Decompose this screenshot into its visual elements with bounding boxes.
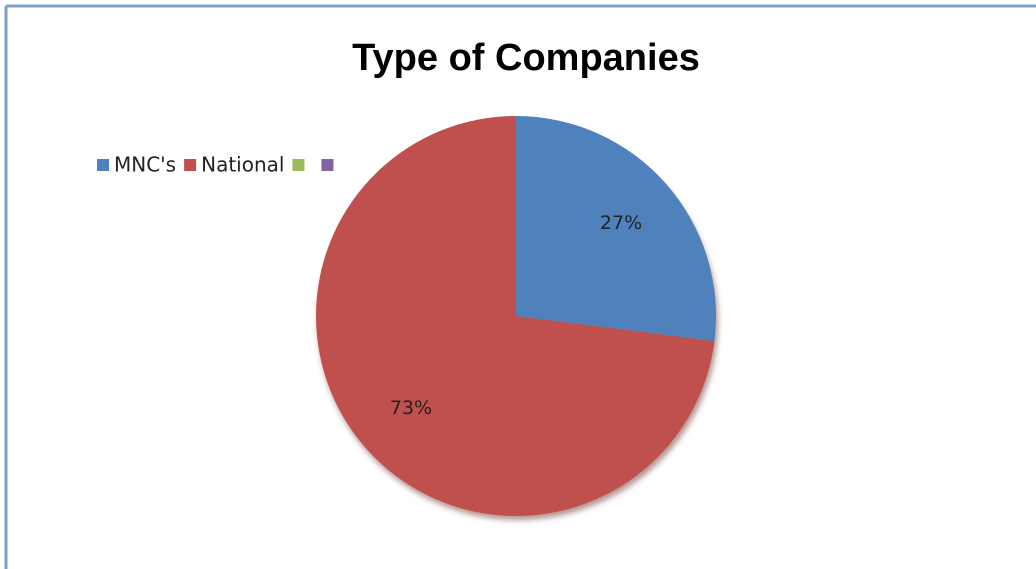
- legend-swatch: [292, 159, 305, 171]
- legend-swatch: [184, 159, 197, 171]
- pie-slice: [516, 116, 716, 342]
- legend-swatch: [321, 159, 334, 171]
- chart-title: Type of Companies: [352, 37, 700, 79]
- legend-swatch: [97, 159, 109, 171]
- data-label: 27%: [600, 212, 642, 234]
- pie-slice: [316, 115, 715, 516]
- legend-label: MNC's: [114, 153, 176, 177]
- pie: 27% 73%: [316, 115, 716, 516]
- legend: MNC's National: [97, 153, 334, 177]
- legend-label: National: [201, 153, 284, 177]
- data-label: 73%: [390, 397, 432, 419]
